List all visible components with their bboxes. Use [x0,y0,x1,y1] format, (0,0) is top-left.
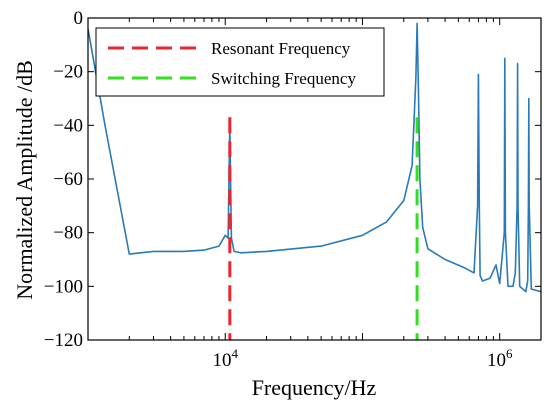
y-tick-label: −60 [53,169,83,190]
legend-label-resonant: Resonant Frequency [211,39,351,58]
series-line-0 [88,22,541,293]
x-tick-label: 106 [487,346,513,371]
y-tick-label: 0 [74,8,84,29]
x-axis-title: Frequency/Hz [252,375,377,400]
x-tick-label: 104 [212,346,238,371]
y-tick-label: −80 [53,223,83,244]
y-tick-label: −40 [53,115,83,136]
legend-label-switching: Switching Frequency [211,69,356,88]
y-tick-label: −120 [44,330,83,351]
legend: Resonant Frequency Switching Frequency [95,27,385,97]
y-axis-title: Normalized Amplitude /dB [12,60,37,300]
y-tick-label: −100 [44,276,83,297]
plot-area: 0 −20 −40 −60 −80 −100 −120 104 106 [44,8,542,371]
legend-box [95,27,385,97]
y-tick-label: −20 [53,62,83,83]
